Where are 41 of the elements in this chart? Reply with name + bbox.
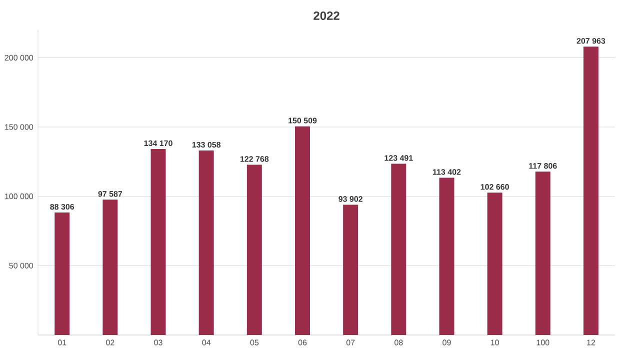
bar: [246, 164, 262, 335]
bar: [54, 212, 70, 335]
x-tick-label: 05: [250, 340, 259, 346]
y-tick-label: 200 000: [4, 54, 34, 61]
data-label: 122 768: [240, 156, 269, 162]
bar: [198, 150, 214, 335]
y-tick-label: 100 000: [5, 194, 34, 200]
x-tick-label: 04: [202, 340, 211, 346]
y-tick-label: 150 000: [5, 124, 34, 130]
bar: [487, 192, 502, 335]
bar: [102, 200, 118, 335]
x-tick-label: 100: [536, 340, 550, 346]
x-tick-label: 03: [154, 340, 162, 346]
data-label: 117 806: [529, 163, 557, 169]
data-label: 93 902: [338, 196, 362, 202]
bar: [439, 178, 454, 335]
data-label: 102 660: [480, 184, 509, 190]
bar: [535, 172, 550, 335]
data-label: 88 306: [50, 204, 74, 210]
x-tick-label: 12: [587, 340, 596, 346]
data-label: 207 963: [576, 38, 606, 44]
data-label: 113 402: [432, 169, 461, 175]
data-label: 123 491: [384, 155, 413, 161]
data-label: 97 587: [98, 191, 122, 197]
x-tick-label: 08: [394, 340, 403, 346]
bar: [295, 126, 310, 335]
bar: [150, 148, 166, 335]
chart-title: 2022: [314, 11, 340, 20]
x-tick-label: 09: [442, 340, 451, 346]
x-tick-label: 10: [490, 340, 499, 346]
x-tick-label: 02: [106, 340, 114, 346]
bar: [391, 164, 406, 335]
bar: [583, 46, 598, 335]
x-tick-label: 01: [58, 340, 66, 346]
x-tick-label: 07: [346, 340, 355, 346]
bar: [343, 204, 358, 335]
data-label: 134 170: [144, 140, 172, 146]
x-tick-label: 06: [298, 340, 307, 346]
data-label: 133 058: [192, 142, 221, 148]
data-label: 150 509: [288, 118, 317, 124]
y-tick-label: 50 000: [9, 262, 34, 268]
